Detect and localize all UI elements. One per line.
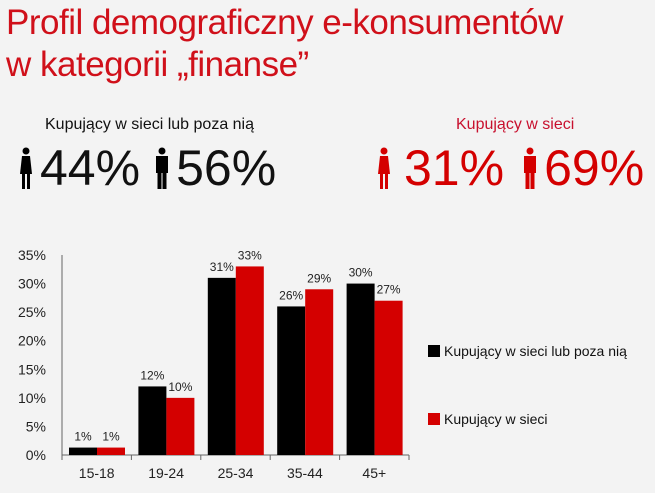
y-tick-label: 10%	[18, 390, 46, 406]
bar-online	[166, 397, 195, 455]
data-label: 29%	[307, 271, 331, 285]
man-icon	[154, 147, 170, 189]
y-tick-label: 25%	[18, 304, 46, 320]
legend-swatch-red	[428, 413, 440, 425]
y-tick-label: 20%	[18, 333, 46, 349]
bar-online	[305, 289, 334, 455]
x-tick-label: 19-24	[148, 465, 184, 481]
y-tick-label: 0%	[26, 447, 46, 463]
x-tick-label: 45+	[362, 465, 386, 481]
all-buyers-label: Kupujący w sieci lub poza nią	[45, 116, 255, 133]
bar-all	[277, 306, 306, 455]
data-label: 26%	[279, 288, 303, 302]
legend-swatch-black	[428, 345, 440, 357]
bar-all	[138, 386, 167, 455]
data-label: 31%	[210, 260, 234, 274]
x-tick-label: 35-44	[287, 465, 323, 481]
female-percent: 31%	[404, 140, 505, 196]
y-tick-label: 30%	[18, 276, 46, 292]
y-tick-label: 15%	[18, 361, 46, 377]
page-title: Profil demograficzny e-konsumentów w kat…	[6, 2, 563, 86]
all-buyers-stats: 44% 56%	[18, 140, 276, 196]
data-label: 27%	[377, 283, 401, 297]
bar-all	[69, 447, 97, 455]
data-label: 12%	[140, 368, 164, 382]
male-percent: 56%	[176, 140, 277, 196]
man-icon	[522, 147, 538, 189]
online-buyers-label: Kupujący w sieci	[456, 116, 575, 133]
data-label: 30%	[349, 266, 373, 280]
bar-all	[207, 277, 236, 455]
x-tick-label: 15-18	[79, 465, 115, 481]
woman-icon	[18, 147, 34, 189]
data-label: 1%	[102, 430, 120, 444]
x-tick-label: 25-34	[218, 465, 254, 481]
online-buyers-stats: 31% 69%	[376, 140, 644, 196]
data-label: 10%	[168, 380, 192, 394]
title-line-1: Profil demograficzny e-konsumentów	[6, 3, 563, 42]
data-label: 33%	[238, 248, 262, 262]
legend-item-all: Kupujący w sieci lub poza nią	[428, 343, 627, 359]
male-percent: 69%	[544, 140, 645, 196]
bar-online	[374, 300, 403, 455]
data-label: 1%	[74, 430, 92, 444]
y-tick-label: 5%	[26, 418, 46, 434]
bar-all	[346, 283, 375, 455]
y-tick-label: 35%	[18, 247, 46, 263]
female-percent: 44%	[40, 140, 141, 196]
bar-online	[97, 447, 125, 455]
legend-label: Kupujący w sieci lub poza nią	[444, 343, 627, 359]
legend-item-online: Kupujący w sieci	[428, 411, 548, 427]
title-line-2: w kategorii „finanse”	[6, 45, 309, 84]
legend-label: Kupujący w sieci	[444, 411, 548, 427]
woman-icon	[376, 147, 392, 189]
bar-online	[235, 266, 264, 455]
